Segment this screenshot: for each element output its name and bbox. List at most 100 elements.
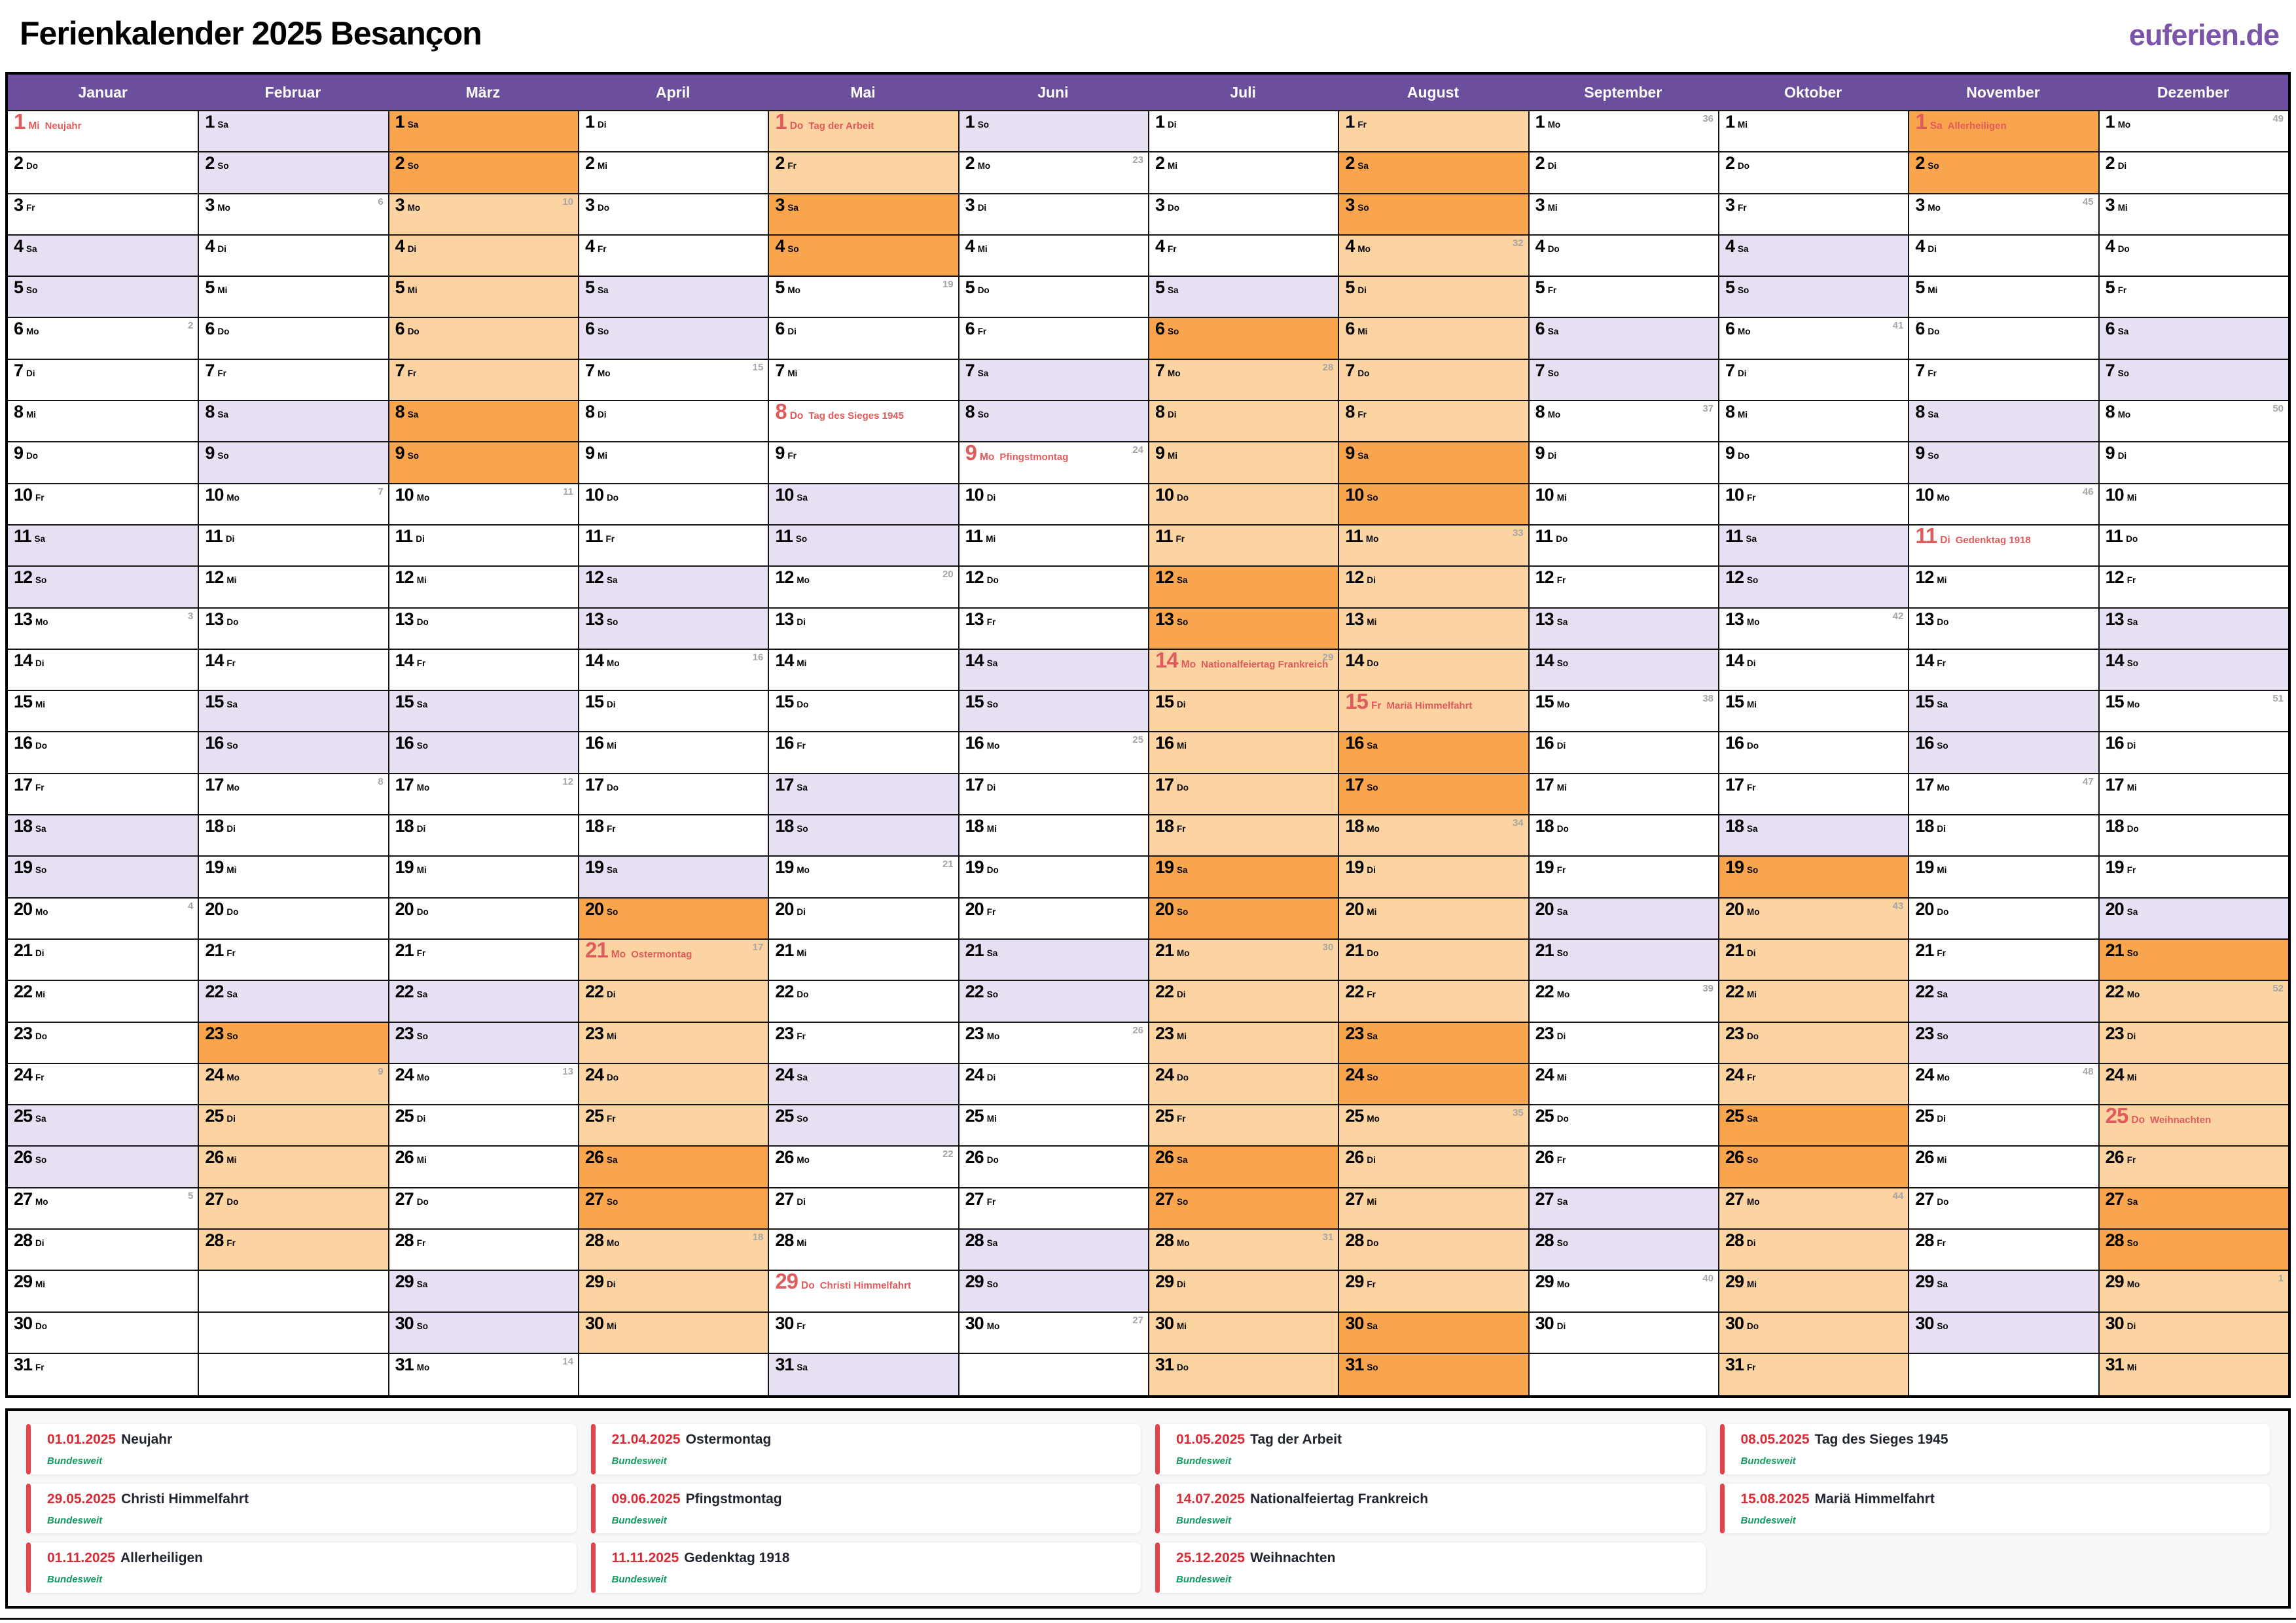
day-cell: 18 Di xyxy=(389,815,578,857)
day-cell: 29 Mi xyxy=(1719,1271,1909,1313)
day-cell: 27 Sa xyxy=(1529,1188,1718,1230)
day-cell: 11 Sa xyxy=(8,525,198,567)
weekday-label: So xyxy=(1928,451,1939,461)
day-cell: 28 Fr xyxy=(199,1230,388,1272)
weekday-label: Do xyxy=(26,161,39,171)
day-cell: 25 Do Weihnachten xyxy=(2099,1105,2288,1147)
month-column-oktober: 1 Mi 2 Do 3 Fr 4 Sa 5 So 6 Mo 41 7 Di 8 Mi 9 Do 10 Fr 11 Sa 12 S… xyxy=(1718,111,1909,1396)
day-number: 16 xyxy=(395,733,414,753)
day-cell: 10 Mi xyxy=(2099,484,2288,526)
day-number: 9 xyxy=(585,443,595,463)
day-number: 12 xyxy=(2105,567,2125,588)
day-cell: 5 So xyxy=(1719,277,1909,319)
day-cell: 19 Mo 21 xyxy=(769,857,958,899)
day-number: 11 xyxy=(585,526,603,546)
day-cell: 18 Do xyxy=(1529,815,1718,857)
weekday-label: Fr xyxy=(35,782,45,793)
day-number: 2 xyxy=(1915,153,1925,173)
weekday-label: Mi xyxy=(797,658,807,668)
day-cell: 15 Sa xyxy=(199,691,388,733)
day-number: 17 xyxy=(965,774,984,794)
day-cell xyxy=(1909,1353,2098,1396)
day-number: 25 xyxy=(205,1106,224,1126)
weekday-label: Fr xyxy=(416,1238,426,1249)
day-number: 5 xyxy=(2105,277,2115,298)
day-cell: 16 Mo 25 xyxy=(959,732,1148,774)
day-cell: 4 Fr xyxy=(1149,235,1338,277)
weekday-label: Mo xyxy=(35,616,48,627)
day-number: 13 xyxy=(205,609,224,629)
day-number: 17 xyxy=(775,774,794,794)
week-number: 4 xyxy=(187,900,194,912)
weekday-label: Fr xyxy=(2126,865,2136,876)
weekday-label: So xyxy=(1556,948,1568,958)
legend-scope: Bundesweit xyxy=(1176,1574,1232,1586)
weekday-label: Mo xyxy=(1937,1072,1950,1082)
weekday-label: Fr xyxy=(2126,1155,2136,1166)
week-number: 18 xyxy=(752,1232,764,1243)
weekday-label: Mo xyxy=(416,1362,430,1372)
legend-scope: Bundesweit xyxy=(47,1514,103,1526)
legend-scope: Bundesweit xyxy=(47,1574,103,1586)
weekday-label: Fr xyxy=(607,1114,616,1124)
weekday-label: Sa xyxy=(2117,327,2129,337)
weekday-label: Fr xyxy=(35,492,45,503)
day-cell: 27 Di xyxy=(769,1188,958,1230)
weekday-label: Mi xyxy=(1738,120,1748,130)
day-number: 23 xyxy=(395,1023,414,1043)
legend-entry-marker-icon xyxy=(26,1424,31,1474)
day-number: 26 xyxy=(1915,1147,1934,1168)
day-number: 15 xyxy=(395,692,414,712)
day-number: 8 xyxy=(965,402,975,422)
legend-entry-line: 21.04.2025 Ostermontag xyxy=(612,1432,1132,1448)
day-number: 13 xyxy=(1155,609,1174,629)
weekday-label: Do xyxy=(789,410,804,422)
day-number: 16 xyxy=(965,733,984,753)
weekday-label: So xyxy=(416,1031,428,1041)
weekday-label: Mo xyxy=(1547,410,1561,420)
day-number: 11 xyxy=(1345,526,1363,546)
day-cell: 16 So xyxy=(1909,732,2098,774)
day-cell: 7 Do xyxy=(1339,359,1528,402)
day-number: 6 xyxy=(1915,319,1925,339)
month-header-januar: Januar xyxy=(78,83,128,101)
weekday-label: So xyxy=(226,741,238,751)
day-cell: 2 Di xyxy=(2099,152,2288,194)
legend-entry-marker-icon xyxy=(26,1543,31,1593)
weekday-label: Mo xyxy=(977,161,991,171)
day-cell: 20 Sa xyxy=(2099,898,2288,940)
day-number: 11 xyxy=(775,526,793,546)
day-cell: 21 Do xyxy=(1339,939,1528,982)
day-cell: 22 Di xyxy=(579,981,768,1023)
day-number: 13 xyxy=(775,609,794,629)
day-cell: 13 Do xyxy=(389,608,578,650)
day-number: 16 xyxy=(1345,733,1364,753)
day-cell: 19 Do xyxy=(959,857,1148,899)
day-cell: 16 Do xyxy=(1719,732,1909,774)
day-cell: 20 Do xyxy=(199,898,388,940)
day-number: 18 xyxy=(14,816,33,836)
legend-scope: Bundesweit xyxy=(1176,1514,1232,1526)
weekday-label: Sa xyxy=(34,533,46,544)
day-cell: 5 Mi xyxy=(389,277,578,319)
weekday-label: So xyxy=(226,1031,238,1041)
weekday-label: So xyxy=(2126,948,2138,958)
euferien-logo[interactable]: euferien.de xyxy=(2128,18,2280,52)
day-number: 4 xyxy=(775,236,785,256)
day-number: 16 xyxy=(205,733,224,753)
weekday-label: Fr xyxy=(1177,1114,1186,1124)
day-number: 12 xyxy=(965,567,984,588)
day-number: 29 xyxy=(395,1272,414,1292)
weekday-label: Do xyxy=(35,1321,48,1331)
day-number: 11 xyxy=(1535,526,1554,546)
weekday-label: Fr xyxy=(1747,1362,1756,1372)
day-number: 4 xyxy=(1345,236,1355,256)
legend-entry: 08.05.2025 Tag des Sieges 1945 Bundesweit xyxy=(1719,1424,2270,1474)
day-cell: 29 Di xyxy=(1149,1271,1338,1313)
day-number: 9 xyxy=(205,443,215,463)
weekday-label: So xyxy=(1937,1321,1948,1331)
legend-entry: 21.04.2025 Ostermontag Bundesweit xyxy=(590,1424,1141,1474)
day-cell: 13 So xyxy=(1149,608,1338,650)
weekday-label: Mi xyxy=(986,824,997,834)
day-cell: 15 Di xyxy=(1149,691,1338,733)
